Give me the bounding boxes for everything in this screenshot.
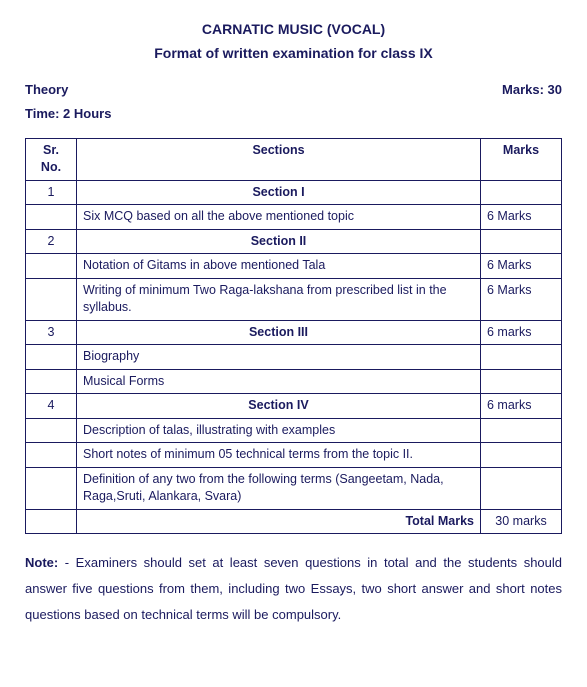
row-marks: 6 Marks (481, 278, 562, 320)
title-block: CARNATIC MUSIC (VOCAL) Format of written… (25, 20, 562, 63)
section-title: Section II (77, 229, 481, 254)
section-title-row: 3 Section III 6 marks (26, 320, 562, 345)
header-sr: Sr. No. (26, 138, 77, 180)
row-marks (481, 443, 562, 468)
table-row: Short notes of minimum 05 technical term… (26, 443, 562, 468)
table-row: Description of talas, illustrating with … (26, 418, 562, 443)
row-desc: Definition of any two from the following… (77, 467, 481, 509)
table-row: Writing of minimum Two Raga-lakshana fro… (26, 278, 562, 320)
total-value: 30 marks (481, 509, 562, 534)
table-header-row: Sr. No. Sections Marks (26, 138, 562, 180)
note: Note: - Examiners should set at least se… (25, 550, 562, 628)
note-text: - Examiners should set at least seven qu… (25, 555, 562, 622)
section-title-row: 4 Section IV 6 marks (26, 394, 562, 419)
table-row: Biography (26, 345, 562, 370)
row-marks (481, 467, 562, 509)
time-label: Time: 2 Hours (25, 105, 562, 123)
title-main: CARNATIC MUSIC (VOCAL) (25, 20, 562, 40)
table-row: Six MCQ based on all the above mentioned… (26, 205, 562, 230)
theory-label: Theory (25, 81, 68, 99)
row-marks (481, 369, 562, 394)
total-row: Total Marks 30 marks (26, 509, 562, 534)
section-title: Section III (77, 320, 481, 345)
sr-no: 4 (26, 394, 77, 419)
table-row: Musical Forms (26, 369, 562, 394)
section-title: Section I (77, 180, 481, 205)
row-desc: Biography (77, 345, 481, 370)
section-title: Section IV (77, 394, 481, 419)
table-row: Notation of Gitams in above mentioned Ta… (26, 254, 562, 279)
row-marks: 6 Marks (481, 254, 562, 279)
row-desc: Writing of minimum Two Raga-lakshana fro… (77, 278, 481, 320)
note-label: Note: (25, 555, 58, 570)
row-desc: Description of talas, illustrating with … (77, 418, 481, 443)
title-sub: Format of written examination for class … (25, 44, 562, 64)
meta-row: Theory Marks: 30 (25, 81, 562, 99)
row-desc: Six MCQ based on all the above mentioned… (77, 205, 481, 230)
section-marks (481, 180, 562, 205)
section-title-row: 1 Section I (26, 180, 562, 205)
section-marks (481, 229, 562, 254)
sr-no: 1 (26, 180, 77, 205)
header-sections: Sections (77, 138, 481, 180)
sr-no: 2 (26, 229, 77, 254)
row-desc: Musical Forms (77, 369, 481, 394)
row-marks (481, 345, 562, 370)
exam-table: Sr. No. Sections Marks 1 Section I Six M… (25, 138, 562, 535)
section-marks: 6 marks (481, 320, 562, 345)
row-desc: Short notes of minimum 05 technical term… (77, 443, 481, 468)
total-label: Total Marks (77, 509, 481, 534)
section-title-row: 2 Section II (26, 229, 562, 254)
marks-label: Marks: 30 (502, 81, 562, 99)
row-marks (481, 418, 562, 443)
table-row: Definition of any two from the following… (26, 467, 562, 509)
sr-no: 3 (26, 320, 77, 345)
row-desc: Notation of Gitams in above mentioned Ta… (77, 254, 481, 279)
section-marks: 6 marks (481, 394, 562, 419)
header-marks: Marks (481, 138, 562, 180)
row-marks: 6 Marks (481, 205, 562, 230)
